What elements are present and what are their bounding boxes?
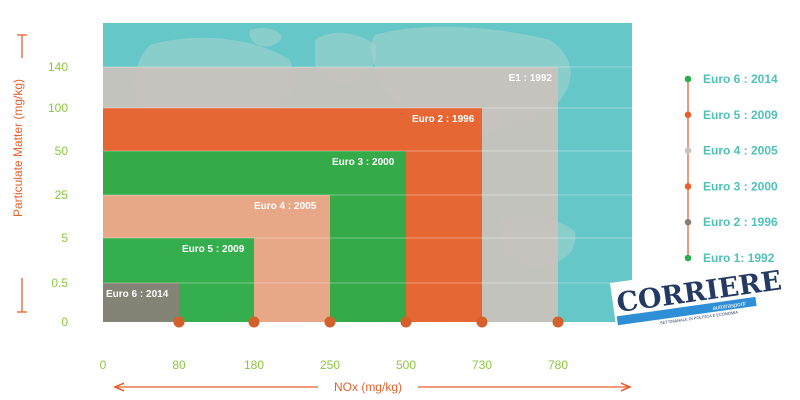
x-tick-label: 0 <box>100 358 107 372</box>
standard-label-6: Euro 6 : 2014 <box>106 289 169 300</box>
standard-rect-6 <box>103 283 179 322</box>
y-tick-label: 50 <box>55 144 69 158</box>
legend-label: Euro 2 : 1996 <box>703 215 778 229</box>
x-tick-labels: 0 80 180 250 500 730 780 <box>100 358 569 372</box>
x-marker-dot <box>400 316 412 328</box>
standard-label-3: Euro 3 : 2000 <box>332 157 395 168</box>
legend: Euro 6 : 2014 Euro 5 : 2009 Euro 4 : 2005 E… <box>684 72 778 265</box>
x-marker-dot <box>173 316 185 328</box>
legend-dot <box>684 111 692 119</box>
x-marker-dot <box>248 316 260 328</box>
y-axis: Particulate Matter (mg/kg) <box>11 34 27 313</box>
continent-shape <box>249 28 282 47</box>
x-tick-label: 500 <box>396 358 416 372</box>
x-marker-dot <box>552 316 564 328</box>
x-marker-dot <box>324 316 336 328</box>
legend-label: Euro 1: 1992 <box>703 251 775 265</box>
legend-dot <box>684 183 692 190</box>
x-tick-label: 730 <box>472 358 492 372</box>
gridlines <box>103 66 632 284</box>
x-marker-dot <box>476 316 488 328</box>
standard-label-1: E1 : 1992 <box>509 73 553 84</box>
legend-label: Euro 3 : 2000 <box>703 179 778 193</box>
legend-dot <box>684 218 692 226</box>
y-tick-label: 0 <box>61 315 68 329</box>
x-tick-label: 780 <box>548 358 568 372</box>
y-axis-title: Particulate Matter (mg/kg) <box>11 79 25 217</box>
standard-label-4: Euro 4 : 2005 <box>254 201 317 212</box>
y-tick-labels: 0 0.5 5 25 50 100 140 <box>48 60 68 329</box>
standard-label-2: Euro 2 : 1996 <box>412 114 475 125</box>
logo-band <box>616 296 757 326</box>
x-tick-label: 80 <box>172 358 186 372</box>
y-tick-label: 25 <box>55 188 69 202</box>
logo-band-text: autotrasporti <box>712 301 747 312</box>
legend-label: Euro 5 : 2009 <box>703 108 778 122</box>
legend-dot <box>684 147 692 154</box>
legend-dot <box>684 254 692 262</box>
legend-dot <box>684 75 692 83</box>
legend-label: Euro 6 : 2014 <box>703 72 778 86</box>
y-tick-label: 5 <box>61 231 68 245</box>
x-markers <box>173 316 564 328</box>
y-tick-label: 140 <box>48 60 68 74</box>
x-tick-label: 180 <box>244 358 264 372</box>
standard-rects <box>103 67 558 322</box>
y-tick-label: 100 <box>48 101 68 115</box>
y-tick-label: 0.5 <box>51 276 68 290</box>
corriere-logo: CORRIERE autotrasporti SETTIMANALE DI PO… <box>610 262 784 327</box>
legend-label: Euro 4 : 2005 <box>703 144 778 158</box>
standard-labels: E1 : 1992 Euro 2 : 1996 Euro 3 : 2000 Euro … <box>106 73 552 300</box>
x-axis-title: NOx (mg/kg) <box>334 380 402 394</box>
x-tick-label: 250 <box>320 358 340 372</box>
x-axis: NOx (mg/kg) <box>115 380 630 394</box>
standard-label-5: Euro 5 : 2009 <box>182 244 245 255</box>
